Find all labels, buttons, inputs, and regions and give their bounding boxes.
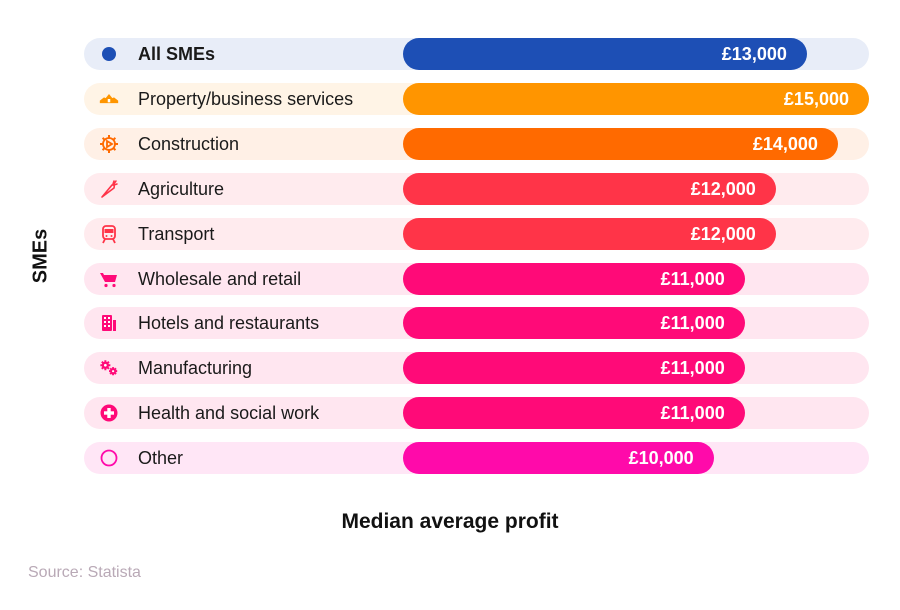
bar: £12,000	[403, 218, 776, 250]
bar-value-label: £15,000	[783, 89, 849, 109]
bar-value-label: £14,000	[752, 134, 818, 154]
construction-icon	[96, 128, 122, 160]
category-label: Transport	[138, 224, 215, 244]
category-label: Property/business services	[138, 89, 354, 109]
category-label: Wholesale and retail	[138, 269, 302, 289]
bar-value-label: £12,000	[690, 224, 756, 244]
source-note: Source: Statista	[28, 564, 141, 581]
bar: £11,000	[403, 263, 745, 295]
bar: £13,000	[403, 38, 807, 70]
health-icon	[96, 397, 122, 429]
bar-value-label: £11,000	[660, 313, 725, 333]
bar: £11,000	[403, 397, 745, 429]
bar-value-label: £10,000	[628, 448, 694, 468]
x-axis-label: Median average profit	[341, 510, 559, 533]
dot-icon	[96, 38, 122, 70]
bar-value-label: £11,000	[660, 358, 725, 378]
category-label: Hotels and restaurants	[138, 313, 320, 333]
hotel-icon	[96, 307, 122, 339]
agriculture-icon	[96, 173, 122, 205]
bar: £15,000	[403, 83, 869, 115]
bar-value-label: £11,000	[660, 269, 725, 289]
category-label: Health and social work	[138, 403, 320, 423]
property-icon	[96, 83, 122, 115]
gears-icon	[96, 352, 122, 384]
transport-icon	[96, 218, 122, 250]
category-label: Agriculture	[138, 179, 225, 199]
bar: £11,000	[403, 307, 745, 339]
category-label: Manufacturing	[138, 358, 253, 378]
bar: £10,000	[403, 442, 714, 474]
bar-value-label: £11,000	[660, 403, 725, 423]
bar: £14,000	[403, 128, 838, 160]
bar: £12,000	[403, 173, 776, 205]
bar-value-label: £13,000	[721, 44, 787, 64]
bar: £11,000	[403, 352, 745, 384]
cart-icon	[96, 263, 122, 295]
category-label: All SMEs	[138, 44, 216, 64]
y-axis-label: SMEs	[29, 228, 52, 284]
circle-outline-icon	[96, 442, 122, 474]
category-label: Construction	[138, 134, 240, 154]
bar-value-label: £12,000	[690, 179, 756, 199]
category-label: Other	[138, 448, 184, 468]
